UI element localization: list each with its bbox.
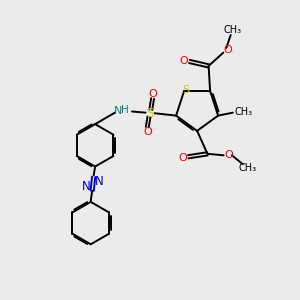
Text: S: S bbox=[182, 85, 189, 95]
Text: CH₃: CH₃ bbox=[235, 107, 253, 117]
Text: N: N bbox=[114, 106, 122, 116]
Text: O: O bbox=[148, 88, 157, 98]
Text: O: O bbox=[178, 153, 187, 163]
Text: CH₃: CH₃ bbox=[223, 25, 241, 35]
Text: O: O bbox=[224, 150, 233, 160]
Text: O: O bbox=[143, 127, 152, 137]
Text: S: S bbox=[146, 107, 154, 120]
Text: H: H bbox=[121, 105, 128, 115]
Text: N: N bbox=[94, 175, 103, 188]
Text: O: O bbox=[179, 56, 188, 66]
Text: CH₃: CH₃ bbox=[239, 163, 257, 173]
Text: O: O bbox=[223, 45, 232, 55]
Text: N: N bbox=[82, 180, 91, 193]
